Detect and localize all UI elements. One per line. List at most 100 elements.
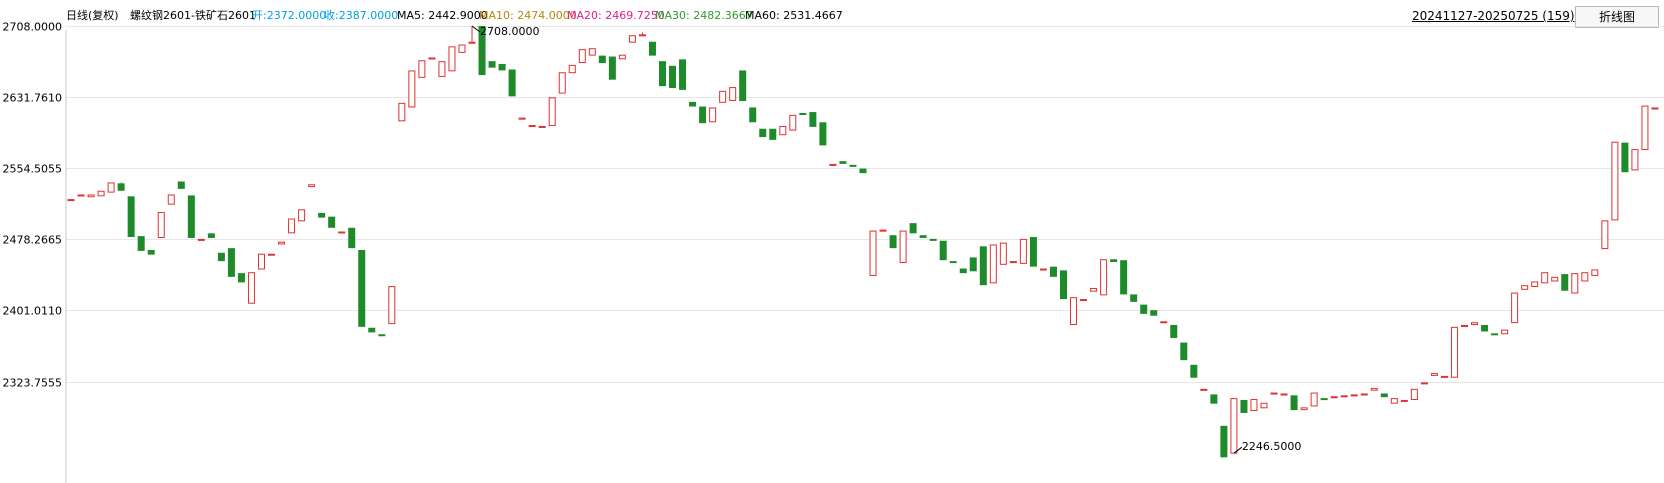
candle-body: [87, 194, 95, 198]
candle: [1310, 392, 1318, 407]
candle-body: [1200, 388, 1208, 391]
candle: [618, 54, 626, 60]
candle-body: [107, 182, 115, 193]
symbol-name: 螺纹钢2601-铁矿石2601: [130, 9, 256, 22]
candle-body: [1080, 299, 1088, 302]
line-chart-button[interactable]: 折线图: [1575, 6, 1659, 28]
candle: [1200, 388, 1208, 391]
grid-lines: [66, 26, 1664, 383]
candle: [849, 164, 857, 167]
candle-body: [398, 102, 406, 122]
candle-body: [729, 87, 737, 101]
candle: [147, 250, 155, 255]
candle-body: [1461, 324, 1469, 327]
candle: [1049, 266, 1057, 277]
candle-body: [1631, 149, 1639, 171]
candle-body: [137, 236, 145, 251]
chart-title: 日线(复权): [66, 9, 119, 22]
candle-body: [508, 69, 516, 97]
candle: [829, 163, 837, 166]
candle-body: [568, 64, 576, 74]
candle: [889, 235, 897, 249]
y-tick-label: 2554.5055: [3, 163, 63, 176]
candle-body: [187, 195, 195, 238]
candle: [1230, 398, 1238, 454]
candle-body: [1270, 392, 1278, 395]
candle-body: [1160, 321, 1168, 324]
candle: [1461, 324, 1469, 327]
candle-body: [438, 61, 446, 77]
candle: [819, 122, 827, 146]
ma10-label: MA10: 2474.0000: [479, 9, 577, 22]
candle-body: [909, 223, 917, 234]
candle-body: [268, 253, 276, 256]
candle-body: [197, 238, 205, 241]
candle: [1450, 326, 1458, 378]
candle: [378, 334, 386, 337]
candle: [508, 69, 516, 97]
candle: [869, 230, 877, 276]
candle-body: [1230, 398, 1238, 454]
candle-body: [919, 235, 927, 238]
candle: [1280, 393, 1288, 396]
annotation-pointer: [1233, 446, 1243, 454]
candles: [67, 26, 1659, 458]
candle: [67, 199, 75, 202]
candle-body: [348, 227, 356, 249]
candle-body: [1370, 387, 1378, 391]
candle-body: [298, 209, 306, 222]
candle: [1140, 304, 1148, 314]
candle-body: [458, 44, 466, 53]
annotation-pointer: [471, 25, 481, 33]
candle-body: [969, 257, 977, 272]
candle-body: [1641, 105, 1649, 151]
candle: [969, 257, 977, 272]
candle-body: [1601, 220, 1609, 250]
candle: [227, 248, 235, 277]
candle-body: [779, 125, 787, 136]
candle: [689, 101, 697, 107]
candle: [157, 212, 165, 238]
candle-body: [1511, 292, 1519, 324]
candle-body: [177, 181, 185, 189]
candle-body: [278, 241, 286, 245]
candle: [1130, 294, 1138, 302]
candle: [548, 97, 556, 126]
candle-body: [1280, 393, 1288, 396]
candle: [658, 61, 666, 87]
candle-body: [368, 327, 376, 333]
candle: [177, 181, 185, 189]
candle-body: [699, 106, 707, 124]
candle-body: [1190, 364, 1198, 378]
annotation-label: 2708.0000: [480, 25, 540, 38]
candle-body: [227, 248, 235, 277]
candle: [478, 26, 486, 76]
candle-body: [1059, 270, 1067, 300]
candle: [558, 72, 566, 94]
candle: [1090, 287, 1098, 292]
candle-body: [97, 190, 105, 197]
candle-body: [719, 90, 727, 103]
candle: [739, 70, 747, 101]
candle-body: [759, 128, 767, 138]
candle: [1120, 260, 1128, 295]
candle: [1360, 393, 1368, 396]
candle-body: [739, 70, 747, 101]
candle: [1290, 395, 1298, 411]
candle-body: [1150, 310, 1158, 316]
y-tick-label: 2323.7555: [3, 377, 63, 390]
annotation-label: 2246.5000: [1242, 440, 1302, 453]
candle-body: [1400, 399, 1408, 402]
candle: [1430, 373, 1438, 376]
candle-body: [879, 229, 887, 232]
candle: [278, 241, 286, 245]
date-range-link[interactable]: 20241127-20250725 (159): [1412, 9, 1575, 23]
candle: [989, 244, 997, 284]
candle-body: [618, 54, 626, 60]
candle: [77, 194, 85, 197]
candle: [1380, 393, 1388, 398]
candle: [1641, 105, 1649, 151]
candle: [1260, 402, 1268, 409]
candle-body: [1471, 322, 1479, 325]
candle: [1340, 395, 1348, 398]
